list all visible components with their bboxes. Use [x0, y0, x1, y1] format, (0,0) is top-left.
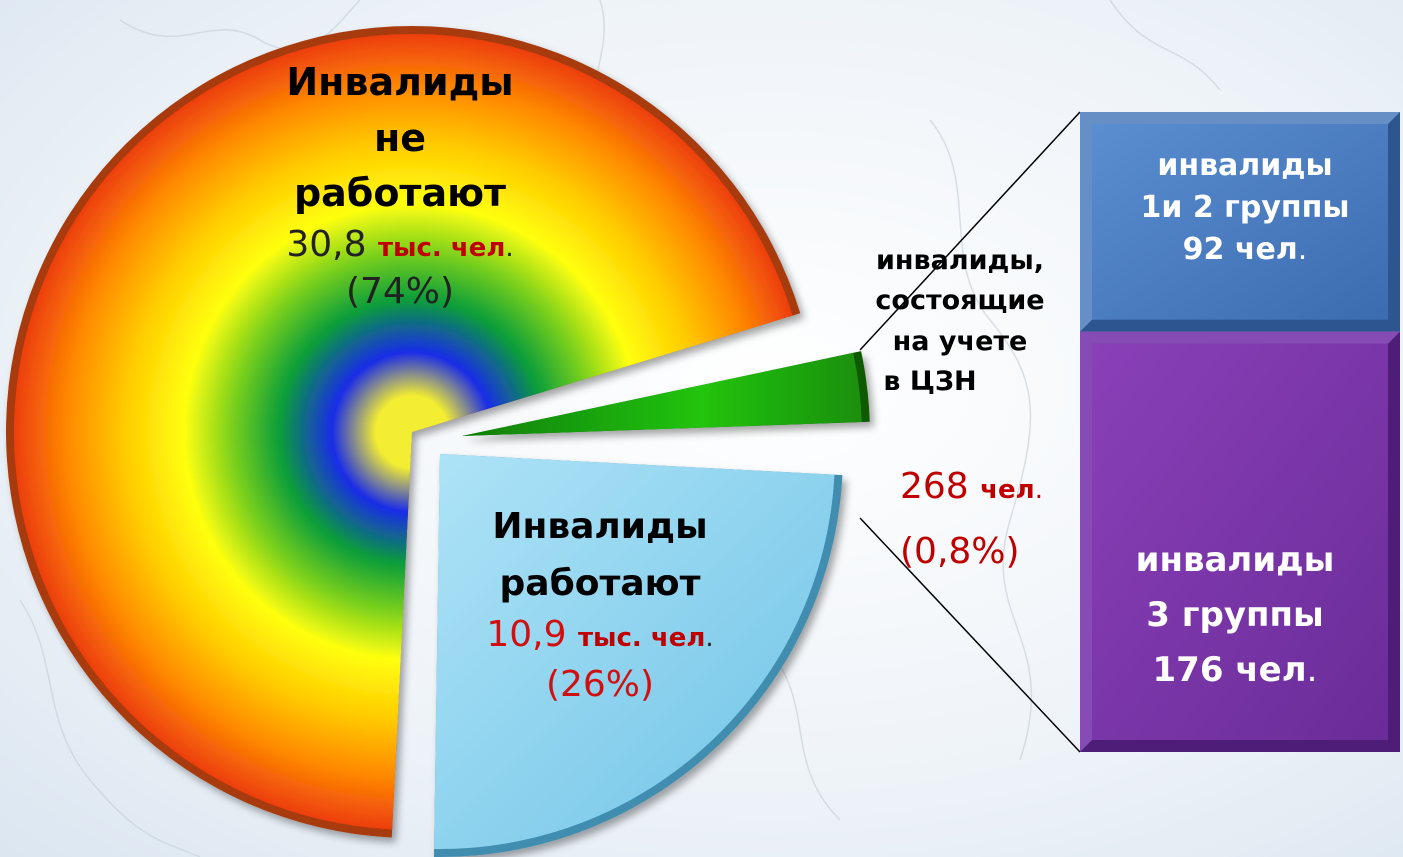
- label-group3-line1: инвалиды: [1135, 540, 1335, 580]
- value-not-working-number: 30,8: [286, 223, 367, 265]
- connector-line-bottom: [859, 517, 1081, 753]
- value-group3-unit: чел: [1235, 649, 1307, 690]
- label-registered-line1: инвалиды,: [875, 245, 1045, 276]
- label-registered-line3: на учете: [892, 325, 1028, 357]
- label-group12-line1: инвалиды: [1157, 148, 1333, 183]
- bar-segment-group12-face: [1092, 124, 1388, 320]
- label-not-working-line2: не: [373, 115, 427, 160]
- label-not-working-line3: работают: [293, 171, 507, 216]
- value-registered-unit: чел: [980, 475, 1035, 505]
- value-registered-number: 268: [900, 466, 969, 507]
- label-working-line2: работают: [499, 563, 701, 605]
- value-group3: 176 чел.: [1090, 650, 1380, 691]
- value-working: 10,9 тыс. чел.: [420, 613, 780, 656]
- label-working-line1: Инвалиды: [492, 506, 708, 547]
- percent-not-working: (74%): [345, 270, 455, 312]
- label-group3-line2: 3 группы: [1146, 594, 1324, 635]
- bar-segment-group3-face: [1092, 343, 1388, 740]
- value-not-working: 30,8 тыс. чел.: [215, 223, 585, 266]
- value-group3-number: 176: [1152, 649, 1224, 690]
- value-registered-dot: .: [1034, 475, 1043, 505]
- pie-chart: [5, 26, 870, 857]
- value-group12-unit: чел: [1234, 232, 1298, 267]
- value-not-working-dot: .: [505, 232, 514, 263]
- label-registered-line2: состоящие: [875, 285, 1045, 317]
- value-group3-dot: .: [1306, 649, 1318, 690]
- label-group12: инвалиды 1и 2 группы 92 чел.: [1095, 148, 1395, 268]
- stacked-bar: [1080, 112, 1400, 752]
- value-group12: 92 чел.: [1095, 232, 1395, 268]
- label-group12-line2: 1и 2 группы: [1140, 190, 1350, 225]
- percent-registered: (0,8%): [900, 531, 1020, 572]
- value-group12-dot: .: [1297, 232, 1308, 267]
- value-working-dot: .: [705, 623, 714, 654]
- value-not-working-unit: тыс. чел: [377, 232, 506, 263]
- connector-line-top: [859, 111, 1081, 351]
- value-registered: 268 чел.: [900, 465, 1140, 508]
- value-group12-number: 92: [1182, 232, 1225, 267]
- label-registered: инвалиды, состоящие на учете в ЦЗН: [842, 245, 1078, 399]
- pie-slice-not-working: [14, 33, 793, 830]
- value-working-unit: тыс. чел: [577, 623, 706, 654]
- percent-working: (26%): [545, 663, 655, 705]
- label-not-working: Инвалиды не работают 30,8 тыс. чел. (74%…: [215, 60, 585, 313]
- label-not-working-line1: Инвалиды: [286, 60, 514, 104]
- pie-slice-registered: [462, 352, 862, 436]
- label-registered-line4: в ЦЗН: [883, 366, 977, 398]
- label-group3: инвалиды 3 группы 176 чел.: [1090, 540, 1380, 690]
- bar-segment-group3-group: [1080, 331, 1400, 752]
- bar-segment-group12-group: [1080, 112, 1400, 332]
- label-working: Инвалиды работают 10,9 тыс. чел. (26%): [420, 505, 780, 706]
- pie-slice-working: [434, 454, 835, 849]
- value-working-number: 10,9: [486, 614, 567, 656]
